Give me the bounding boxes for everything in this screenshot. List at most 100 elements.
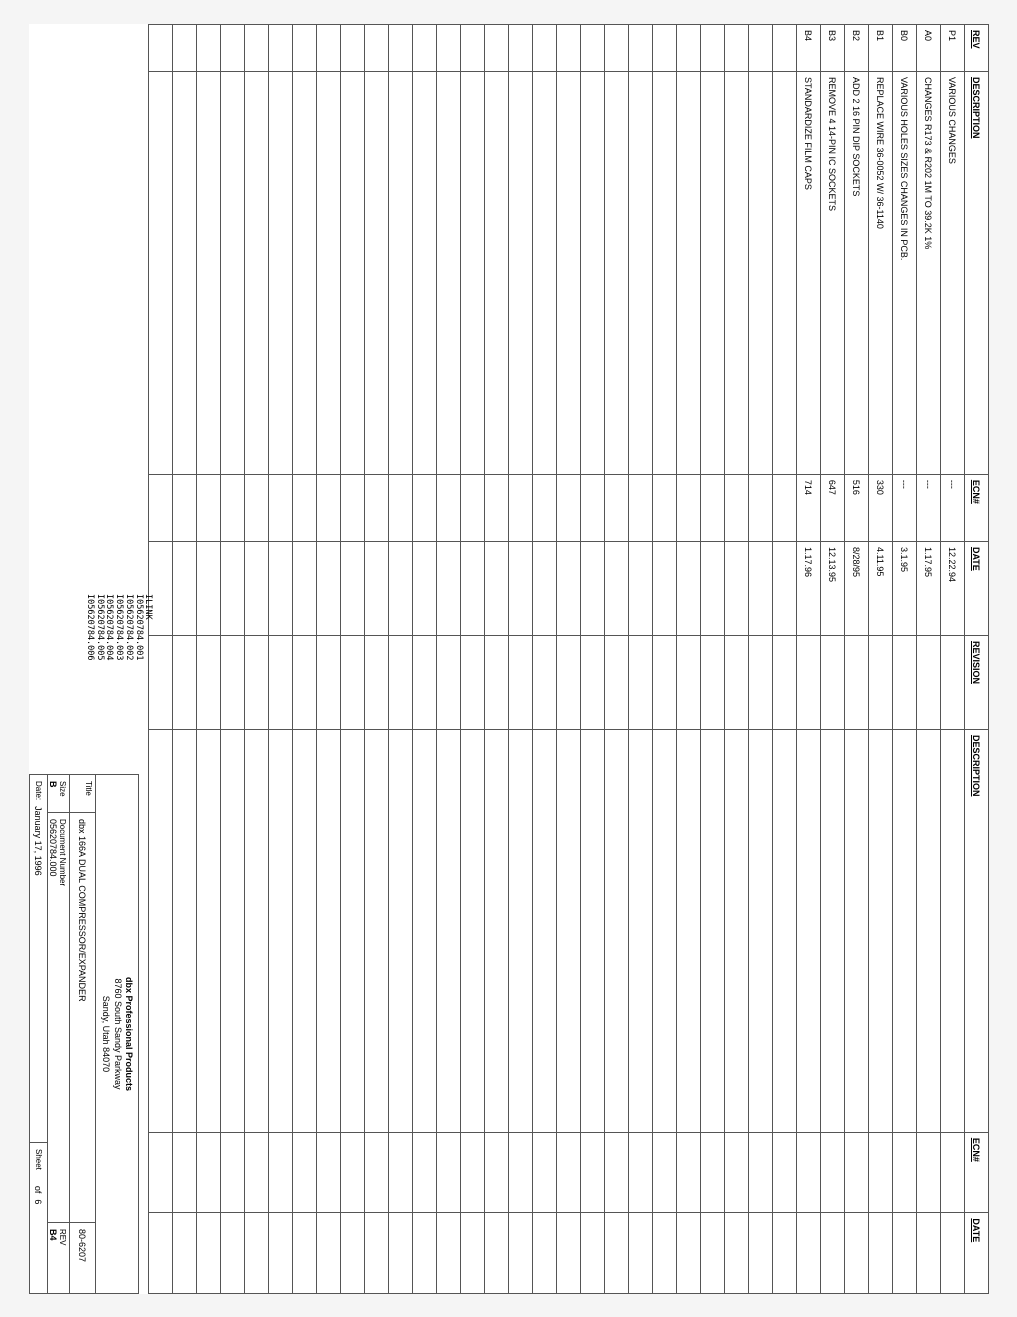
- cell-empty: [388, 24, 412, 71]
- cell-empty: [388, 474, 412, 541]
- cell-empty: [820, 1212, 844, 1293]
- cell-empty: [460, 1132, 484, 1213]
- cell-empty: [268, 1132, 292, 1213]
- cell-empty: [364, 729, 388, 1132]
- cell-empty: [460, 729, 484, 1132]
- cell-empty: [772, 541, 796, 635]
- cell-empty: [532, 24, 556, 71]
- cell-empty: [796, 1212, 820, 1293]
- size-value: B: [48, 781, 58, 788]
- table-row: [220, 24, 244, 1293]
- cell-ecn: 516: [844, 474, 868, 541]
- header-date: DATE: [964, 541, 988, 635]
- cell-empty: [796, 1132, 820, 1213]
- cell-empty: [820, 729, 844, 1132]
- cell-desc: REPLACE WIRE 36-0052 W/ 36-1140: [868, 71, 892, 474]
- cell-empty: [340, 635, 364, 729]
- cell-empty: [436, 729, 460, 1132]
- cell-empty: [844, 635, 868, 729]
- cell-empty: [676, 541, 700, 635]
- cell-rev: B4: [796, 24, 820, 71]
- cell-empty: [220, 635, 244, 729]
- company-block: dbx Professional Products 8760 South San…: [96, 775, 138, 1293]
- cell-empty: [172, 635, 196, 729]
- cell-empty: [388, 71, 412, 474]
- sheet-of: of: [33, 1185, 43, 1193]
- table-row: [388, 24, 412, 1293]
- table-row: [532, 24, 556, 1293]
- cell-empty: [532, 1212, 556, 1293]
- cell-empty: [652, 474, 676, 541]
- title-value: dbx 166A DUAL COMPRESSOR/EXPANDER: [77, 819, 87, 1002]
- cell-rev: B3: [820, 24, 844, 71]
- cell-empty: [628, 635, 652, 729]
- cell-empty: [316, 24, 340, 71]
- cell-empty: [268, 24, 292, 71]
- cell-empty: [628, 729, 652, 1132]
- cell-empty: [148, 1212, 172, 1293]
- cell-empty: [652, 71, 676, 474]
- table-row: [652, 24, 676, 1293]
- cell-empty: [460, 541, 484, 635]
- table-row: [292, 24, 316, 1293]
- cell-empty: [484, 541, 508, 635]
- cell-empty: [916, 635, 940, 729]
- ilink-file: I05620784.003: [113, 594, 123, 661]
- header-revision: REVISION: [964, 635, 988, 729]
- table-row: A0CHANGES R173 & R202 1M TO 39.2K 1%---1…: [916, 24, 940, 1293]
- cell-empty: [484, 1212, 508, 1293]
- cell-empty: [340, 1212, 364, 1293]
- cell-empty: [268, 635, 292, 729]
- cell-empty: [412, 24, 436, 71]
- cell-empty: [412, 1132, 436, 1213]
- table-row: [556, 24, 580, 1293]
- table-row: [604, 24, 628, 1293]
- rev-value: B4: [48, 1229, 58, 1241]
- header-ecn: ECN#: [964, 474, 988, 541]
- rev-label: REV: [58, 1229, 67, 1245]
- cell-empty: [772, 729, 796, 1132]
- cell-empty: [292, 1132, 316, 1213]
- cell-empty: [724, 635, 748, 729]
- cell-empty: [940, 635, 964, 729]
- cell-empty: [652, 541, 676, 635]
- cell-empty: [364, 1132, 388, 1213]
- table-row: [340, 24, 364, 1293]
- cell-empty: [172, 24, 196, 71]
- cell-empty: [868, 1212, 892, 1293]
- cell-empty: [436, 1212, 460, 1293]
- table-row: [508, 24, 532, 1293]
- cell-empty: [244, 541, 268, 635]
- cell-date: 8/28/95: [844, 541, 868, 635]
- cell-ecn: 714: [796, 474, 820, 541]
- revision-sheet: REV DESCRIPTION ECN# DATE REVISION DESCR…: [29, 24, 989, 1294]
- cell-empty: [484, 729, 508, 1132]
- cell-empty: [316, 474, 340, 541]
- cell-empty: [580, 1212, 604, 1293]
- cell-empty: [244, 474, 268, 541]
- cell-empty: [412, 541, 436, 635]
- cell-empty: [820, 635, 844, 729]
- cell-empty: [364, 474, 388, 541]
- cell-empty: [412, 635, 436, 729]
- revision-table: REV DESCRIPTION ECN# DATE REVISION DESCR…: [148, 24, 989, 1294]
- cell-empty: [580, 541, 604, 635]
- cell-empty: [700, 71, 724, 474]
- cell-empty: [340, 474, 364, 541]
- cell-empty: [460, 1212, 484, 1293]
- cell-empty: [220, 1132, 244, 1213]
- cell-empty: [340, 71, 364, 474]
- cell-empty: [244, 71, 268, 474]
- cell-empty: [844, 1132, 868, 1213]
- cell-empty: [268, 1212, 292, 1293]
- cell-rev: A0: [916, 24, 940, 71]
- cell-empty: [484, 71, 508, 474]
- table-row: [580, 24, 604, 1293]
- table-row: B0VARIOUS HOLES SIZES CHANGES IN PCB.---…: [892, 24, 916, 1293]
- cell-date: 12.13.95: [820, 541, 844, 635]
- table-row: [772, 24, 796, 1293]
- cell-empty: [604, 474, 628, 541]
- cell-empty: [412, 729, 436, 1132]
- cell-empty: [508, 71, 532, 474]
- size-label: Size: [58, 781, 67, 797]
